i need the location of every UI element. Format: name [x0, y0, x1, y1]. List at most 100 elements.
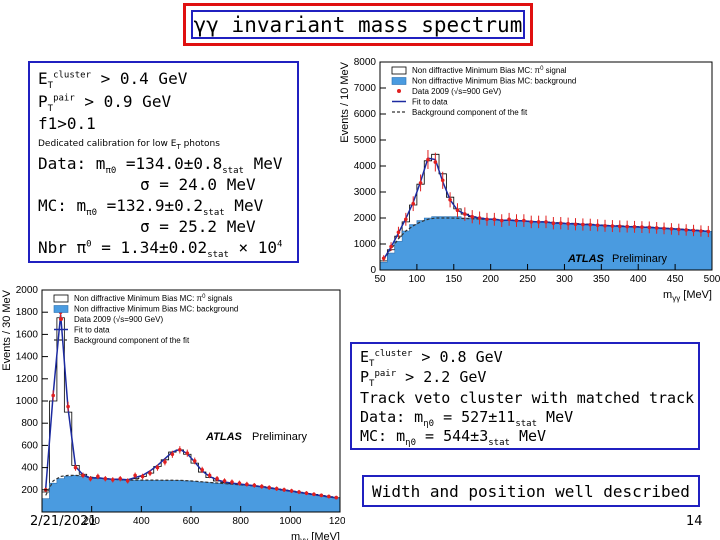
- eta-mass-chart: 200 400 600 800 1000 1200 200 400 600 800 1000 1200…: [1, 285, 345, 540]
- eta-y-tick-label: 200: [21, 485, 38, 496]
- pi0-data-point: [389, 244, 393, 249]
- pi0-data-point: [706, 229, 711, 234]
- pi0-cut-f1: f1>0.1: [38, 114, 96, 133]
- eta-cut-track-veto: Track veto cluster with matched track: [360, 389, 695, 407]
- slide-title: γγ invariant mass spectrum: [191, 10, 525, 39]
- pi0-x-tick-label: 250: [519, 274, 536, 285]
- pi0-legend-entry: Data 2009 (√s=900 GeV): [412, 87, 501, 96]
- eta-data-point: [215, 476, 219, 481]
- pi0-data-point: [691, 228, 696, 233]
- pi0-data-point: [610, 224, 615, 228]
- eta-data-point: [252, 483, 257, 488]
- eta-data-mass: Data: mη0 = 527±11stat MeV: [360, 408, 574, 429]
- eta-data-point: [96, 474, 100, 479]
- pi0-plot-area: 50 100 150 200 250 300 350 400 450 50001000200030…: [339, 57, 720, 303]
- title-frame: γγ invariant mass spectrum: [183, 3, 533, 46]
- pi0-data-point: [699, 229, 703, 233]
- pi0-mc-mass: MC: mπ0 =132.9±0.2stat MeV: [38, 196, 264, 219]
- pi0-data-point: [418, 181, 423, 185]
- pi0-data-point: [662, 226, 666, 231]
- eta-cut-pt: PTpair > 2.2 GeV: [360, 368, 487, 389]
- pi0-data-point: [581, 222, 585, 227]
- pi0-y-tick-label: 4000: [354, 161, 377, 172]
- pi0-data-point: [595, 223, 600, 228]
- eta-preliminary-label: Preliminary: [252, 431, 308, 443]
- pi0-y-tick-label: 5000: [354, 135, 377, 146]
- pi0-y-tick-label: 8000: [354, 57, 377, 68]
- pi0-x-tick-label: 50: [374, 274, 386, 285]
- pi0-x-tick-label: 300: [556, 274, 573, 285]
- eta-data-point: [178, 448, 182, 452]
- pi0-legend-entry: Fit to data: [412, 98, 448, 107]
- eta-x-tick-label: 800: [232, 516, 249, 527]
- eta-fit-line: [44, 314, 337, 499]
- eta-legend-swatch-background: [53, 305, 69, 313]
- pi0-y-tick-label: 6000: [354, 109, 377, 120]
- pi0-data-point: [448, 198, 452, 202]
- pi0-cut-pt: PTpair > 0.9 GeV: [38, 92, 172, 115]
- pi0-data-point: [455, 208, 460, 212]
- eta-data-point: [81, 473, 85, 478]
- pi0-y-tick-label: 0: [370, 265, 376, 276]
- eta-legend-entry: Non diffractive Minimum Bias MC: backgro…: [74, 305, 238, 314]
- eta-data-point: [207, 473, 212, 478]
- eta-data-point: [245, 482, 249, 487]
- pi0-data-point: [536, 220, 541, 224]
- slide-number: 14: [686, 514, 703, 529]
- eta-data-point: [51, 393, 55, 398]
- eta-legend-entry: Fit to data: [74, 326, 110, 335]
- pi0-x-tick-label: 350: [593, 274, 610, 285]
- pi0-data-point: [625, 224, 629, 229]
- eta-y-tick-label: 400: [21, 463, 38, 474]
- eta-x-tick-label: 1000: [279, 516, 302, 527]
- pi0-preliminary-label: Preliminary: [612, 253, 668, 265]
- eta-y-tick-label: 1000: [16, 396, 39, 407]
- pi0-legend-swatch-data: [397, 89, 401, 93]
- pi0-x-tick-label: 450: [667, 274, 684, 285]
- eta-data-point: [170, 452, 175, 457]
- pi0-mass-chart: 50 100 150 200 250 300 350 400 450 50001000200030…: [339, 57, 720, 303]
- eta-data-point: [200, 468, 204, 472]
- pi0-data-point: [573, 222, 578, 227]
- eta-data-point: [327, 494, 331, 499]
- eta-data-point: [297, 490, 301, 494]
- eta-y-axis-title: Events / 30 MeV: [1, 289, 13, 370]
- pi0-data-point: [507, 217, 511, 222]
- pi0-data-point: [654, 226, 659, 230]
- pi0-x-axis-title: mγγ [MeV]: [663, 289, 712, 303]
- pi0-data-point: [426, 157, 430, 162]
- eta-data-point: [163, 460, 167, 464]
- pi0-data-point: [566, 221, 570, 226]
- eta-y-tick-label: 2000: [16, 285, 39, 296]
- pi0-data-point: [558, 221, 563, 225]
- eta-data-point: [259, 484, 264, 489]
- pi0-count: Nbr π0 = 1.34±0.02stat × 104: [38, 238, 283, 261]
- pi0-data-point: [677, 227, 681, 232]
- pi0-data-point: [669, 227, 674, 231]
- pi0-mc-sigma: σ = 25.2 MeV: [140, 217, 256, 236]
- eta-data-point: [334, 495, 339, 500]
- pi0-y-tick-label: 7000: [354, 83, 377, 94]
- pi0-y-axis-title: Events / 10 MeV: [339, 61, 351, 142]
- pi0-y-tick-label: 3000: [354, 187, 377, 198]
- pi0-data-point: [529, 220, 534, 224]
- eta-legend-entry: Background component of the fit: [74, 336, 190, 345]
- conclusion-note: Width and position well described: [362, 475, 700, 507]
- pi0-data-point: [477, 216, 482, 220]
- pi0-data-point: [492, 217, 497, 222]
- pi0-data-point: [381, 256, 386, 261]
- pi0-data-point: [404, 217, 408, 222]
- pi0-x-tick-label: 200: [482, 274, 499, 285]
- eta-cut-et: ETcluster > 0.8 GeV: [360, 348, 503, 369]
- pi0-legend-entry: Background component of the fit: [412, 108, 528, 117]
- eta-data-point: [274, 486, 279, 491]
- pi0-legend-swatch-background: [391, 77, 407, 85]
- pi0-data-point: [588, 222, 593, 227]
- pi0-data-point: [551, 221, 556, 225]
- eta-legend-entry: Non diffractive Minimum Bias MC: π0 sign…: [74, 294, 233, 303]
- pi0-data-point: [632, 225, 637, 229]
- eta-data-point: [118, 476, 123, 481]
- eta-x-tick-label: 200: [83, 516, 100, 527]
- eta-data-point: [192, 459, 197, 463]
- pi0-data-point: [617, 224, 622, 229]
